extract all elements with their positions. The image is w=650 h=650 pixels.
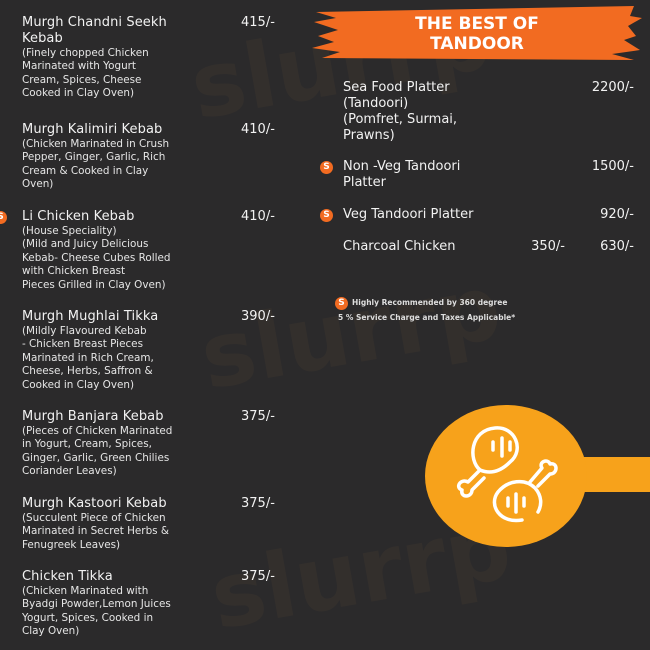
- item-price: 375/-: [241, 409, 275, 424]
- menu-item: Veg Tandoori Platter: [343, 207, 473, 223]
- item-title: (Tandoori): [343, 96, 409, 111]
- item-title: Non -Veg Tandoori: [343, 159, 461, 174]
- item-description: Cream, Spices, Cheese: [22, 73, 142, 86]
- item-description: in Yogurt, Cream, Spices,: [22, 438, 152, 451]
- item-description: Kebab- Cheese Cubes Rolled: [22, 251, 171, 264]
- item-description: Pieces Grilled in Clay Oven): [22, 278, 166, 291]
- item-description: (Chicken Marinated with: [22, 585, 149, 597]
- item-price: 630/-: [600, 239, 634, 254]
- item-price: 410/-: [241, 122, 275, 137]
- item-price: 2200/-: [591, 80, 634, 95]
- menu-item: Sea Food Platter (Tandoori) (Pomfret, Surm…: [343, 80, 457, 144]
- item-description: (Pieces of Chicken Marinated: [22, 425, 173, 437]
- item-description: Marinated in Secret Herbs &: [22, 525, 169, 538]
- item-description: - Chicken Breast Pieces: [22, 338, 143, 351]
- item-price: 920/-: [600, 207, 634, 222]
- item-description: Cheese, Herbs, Saffron &: [22, 365, 153, 378]
- menu-item: Non -Veg Tandoori Platter: [343, 159, 460, 191]
- item-price: 410/-: [241, 209, 275, 224]
- menu-item: Murgh Mughlai Tikka (Mildly Flavoured Keb…: [22, 309, 292, 392]
- item-description: Coriander Leaves): [22, 465, 117, 478]
- item-title: Kebab: [22, 31, 63, 46]
- menu-item: Charcoal Chicken: [343, 239, 456, 255]
- item-price: 415/-: [241, 15, 275, 30]
- item-description: Marinated in Rich Cream,: [22, 351, 154, 364]
- item-description: (House Speciality): [22, 225, 117, 237]
- recommended-note: Highly Recommended by 360 degree: [352, 298, 508, 307]
- item-description: Cooked in Clay Oven): [22, 378, 135, 391]
- menu-item: Murgh Kastoori Kebab (Succulent Piece of …: [22, 496, 292, 552]
- brush-stroke-background: [312, 6, 642, 60]
- item-description: with Chicken Breast: [22, 265, 126, 278]
- item-description: (Mildly Flavoured Kebab: [22, 325, 147, 337]
- item-description: Fenugreek Leaves): [22, 538, 121, 551]
- item-price: 375/-: [241, 569, 275, 584]
- menu-item: Murgh Chandni Seekh Kebab (Finely chopped …: [22, 15, 292, 101]
- item-price: 375/-: [241, 496, 275, 511]
- item-description: (Succulent Piece of Chicken: [22, 512, 166, 524]
- item-description: Cream & Cooked in Clay: [22, 164, 149, 177]
- item-title: Charcoal Chicken: [343, 239, 456, 254]
- item-price: 1500/-: [591, 159, 634, 174]
- item-title: (Pomfret, Surmai,: [343, 112, 458, 127]
- section-title-line2: TANDOOR: [430, 34, 524, 54]
- section-header: THE BEST OF TANDOOR: [312, 6, 642, 60]
- recommended-badge-icon: S: [335, 297, 348, 310]
- menu-item: Murgh Banjara Kebab (Pieces of Chicken Ma…: [22, 409, 292, 479]
- menu-item: Murgh Kalimiri Kebab (Chicken Marinated i…: [22, 122, 292, 192]
- item-title: Murgh Banjara Kebab: [22, 409, 164, 424]
- item-title: Veg Tandoori Platter: [343, 207, 474, 222]
- item-title: Murgh Kalimiri Kebab: [22, 122, 163, 137]
- recommended-badge-icon: S: [320, 161, 333, 174]
- item-description: Pepper, Ginger, Garlic, Rich: [22, 151, 166, 164]
- item-description: Yogurt, Spices, Cooked in: [22, 611, 154, 624]
- recommended-badge-icon: S: [0, 211, 7, 224]
- item-description: Byadgi Powder,Lemon Juices: [22, 598, 171, 611]
- item-title: Chicken Tikka: [22, 569, 113, 584]
- item-description: Cooked in Clay Oven): [22, 87, 135, 100]
- item-description: Clay Oven): [22, 625, 80, 638]
- service-charge-note: 5 % Service Charge and Taxes Applicable*: [338, 313, 516, 322]
- item-title: Murgh Mughlai Tikka: [22, 309, 159, 324]
- item-title: Murgh Kastoori Kebab: [22, 496, 167, 511]
- item-title: Sea Food Platter: [343, 80, 450, 95]
- item-description: (Finely chopped Chicken: [22, 47, 149, 59]
- item-price-half: 350/-: [531, 239, 565, 254]
- item-description: Ginger, Garlic, Green Chilies: [22, 451, 170, 464]
- menu-item: Li Chicken Kebab (House Speciality) (Mild …: [22, 209, 292, 292]
- item-description: Marinated with Yogurt: [22, 60, 137, 73]
- recommended-badge-icon: S: [320, 209, 333, 222]
- item-description: (Chicken Marinated in Crush: [22, 138, 170, 150]
- menu-item: Chicken Tikka (Chicken Marinated with Byad…: [22, 569, 292, 639]
- item-description: Oven): [22, 178, 54, 191]
- section-title-line1: THE BEST OF: [415, 14, 539, 34]
- item-title: Murgh Chandni Seekh: [22, 15, 167, 30]
- item-title: Platter: [343, 175, 386, 190]
- item-title: Prawns): [343, 128, 395, 143]
- item-description: (Mild and Juicy Delicious: [22, 238, 149, 251]
- item-title: Li Chicken Kebab: [22, 209, 135, 224]
- item-price: 390/-: [241, 309, 275, 324]
